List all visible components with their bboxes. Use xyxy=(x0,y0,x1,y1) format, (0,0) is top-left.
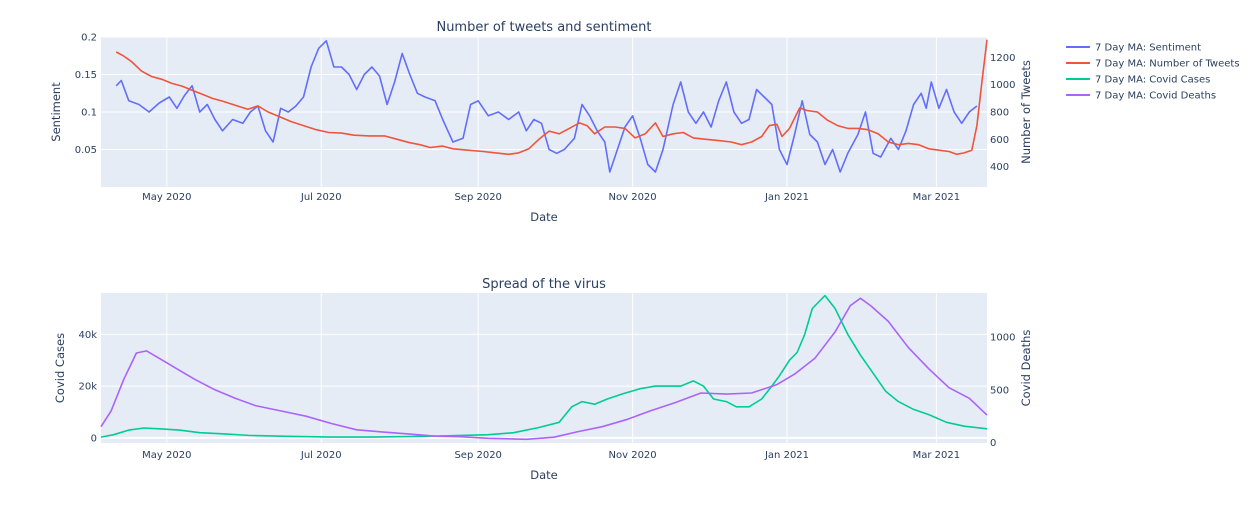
series-lines xyxy=(100,294,988,441)
x-tick-labels: May 2020 Jul 2020 Sep 2020 Nov 2020 Jan 2021… xyxy=(142,450,960,461)
legend: 7 Day MA: Sentiment 7 Day MA: Number of … xyxy=(1066,43,1240,102)
y2-tick-label: 400 xyxy=(990,162,1009,173)
plot-area xyxy=(101,293,987,443)
y-tick-label: 0.05 xyxy=(75,145,97,156)
y-axis-title: Covid Cases xyxy=(53,333,67,403)
y2-tick-labels: 400 600 800 1000 1200 xyxy=(990,53,1015,173)
series-number-of-tweets-line xyxy=(115,39,988,156)
y-tick-label: 0 xyxy=(91,433,97,444)
legend-item-sentiment[interactable]: 7 Day MA: Sentiment xyxy=(1066,43,1201,54)
legend-item-cases[interactable]: 7 Day MA: Covid Cases xyxy=(1066,75,1210,86)
x-tick-label: Mar 2021 xyxy=(913,450,961,461)
x-axis-title: Date xyxy=(530,210,558,224)
y2-tick-label: 0 xyxy=(990,438,996,449)
x-tick-label: Jul 2020 xyxy=(300,192,342,203)
y2-tick-label: 800 xyxy=(990,108,1009,119)
series-lines xyxy=(115,39,988,173)
virus-spread-panel: May 2020 Jul 2020 Sep 2020 Nov 2020 Jan 2021… xyxy=(53,277,1033,482)
y-tick-label: 0.15 xyxy=(75,70,97,81)
legend-label: 7 Day MA: Sentiment xyxy=(1095,43,1201,54)
y2-tick-label: 1000 xyxy=(990,80,1015,91)
x-tick-label: May 2020 xyxy=(142,450,191,461)
y2-tick-labels: 0 500 1000 xyxy=(990,333,1015,449)
legend-label: 7 Day MA: Covid Cases xyxy=(1095,75,1210,86)
y2-tick-label: 1000 xyxy=(990,333,1015,344)
y-tick-label: 20k xyxy=(78,382,97,393)
x-tick-label: Jan 2021 xyxy=(764,192,809,203)
y2-tick-label: 1200 xyxy=(990,53,1015,64)
series-covid-cases-line xyxy=(100,294,988,438)
y-tick-labels: 0.05 0.1 0.15 0.2 xyxy=(75,33,97,157)
y-axis-title: Sentiment xyxy=(49,82,63,142)
legend-label: 7 Day MA: Covid Deaths xyxy=(1095,91,1216,102)
x-tick-label: May 2020 xyxy=(142,192,191,203)
series-sentiment-line xyxy=(115,39,978,173)
y-tick-label: 0.2 xyxy=(81,33,97,44)
y2-tick-label: 600 xyxy=(990,135,1009,146)
legend-item-deaths[interactable]: 7 Day MA: Covid Deaths xyxy=(1066,91,1216,102)
x-axis-title: Date xyxy=(530,468,558,482)
x-tick-label: Jan 2021 xyxy=(764,450,809,461)
tweets-sentiment-panel: May 2020 Jul 2020 Sep 2020 Nov 2020 Jan 2021… xyxy=(49,20,1033,224)
y2-tick-label: 500 xyxy=(990,385,1009,396)
chart-title: Spread of the virus xyxy=(482,277,606,292)
x-tick-label: Sep 2020 xyxy=(454,450,501,461)
x-tick-label: Nov 2020 xyxy=(609,192,657,203)
series-covid-deaths-line xyxy=(100,297,988,441)
x-tick-label: Sep 2020 xyxy=(454,192,501,203)
chart-title: Number of tweets and sentiment xyxy=(436,20,651,35)
y2-axis-title: Covid Deaths xyxy=(1019,330,1033,407)
legend-label: 7 Day MA: Number of Tweets xyxy=(1095,59,1240,70)
x-tick-label: Jul 2020 xyxy=(300,450,342,461)
x-tick-label: Nov 2020 xyxy=(609,450,657,461)
grid-y xyxy=(101,36,987,150)
y2-axis-title: Number of Tweets xyxy=(1019,60,1033,164)
y-tick-label: 40k xyxy=(78,330,97,341)
y-tick-label: 0.1 xyxy=(81,108,97,119)
y-tick-labels: 0 20k 40k xyxy=(78,330,97,444)
x-tick-label: Mar 2021 xyxy=(913,192,961,203)
legend-item-tweets[interactable]: 7 Day MA: Number of Tweets xyxy=(1066,59,1240,70)
x-tick-labels: May 2020 Jul 2020 Sep 2020 Nov 2020 Jan 2021… xyxy=(142,192,960,203)
